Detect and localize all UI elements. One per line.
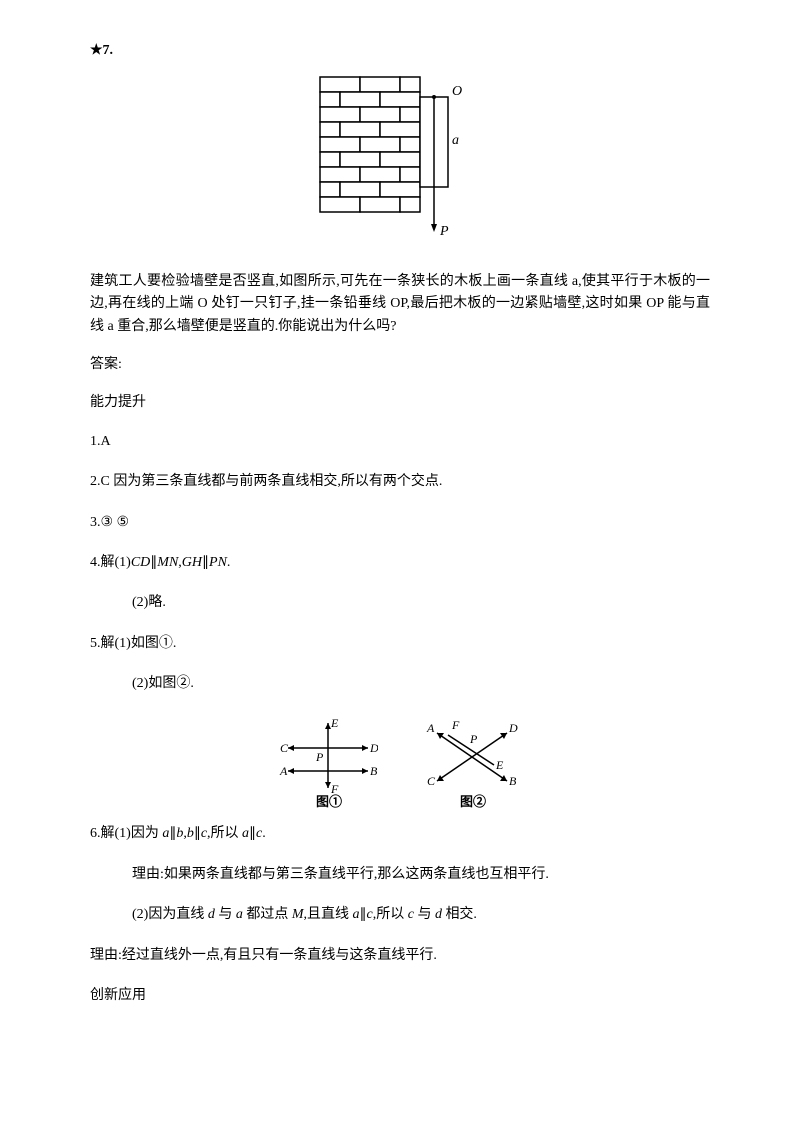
figure-2: A B C D F E P 图② <box>422 713 522 808</box>
figure-1: C D A B E F P 图① <box>278 713 378 808</box>
answer-4-main: 4.解(1)CD∥MN,GH∥PN. <box>90 552 710 574</box>
problem-text: 建筑工人要检验墙壁是否竖直,如图所示,可先在一条狭长的木板上画一条直线 a,使其… <box>90 271 710 338</box>
svg-text:F: F <box>451 718 460 732</box>
answer-6-text: 6.解(1)因为 a∥b,b∥c,所以 a∥c. <box>90 826 266 841</box>
answers-header: 答案: <box>90 354 710 376</box>
answer-2: 2.C 因为第三条直线都与前两条直线相交,所以有两个交点. <box>90 471 710 493</box>
svg-text:E: E <box>330 716 339 730</box>
svg-text:A: A <box>426 721 435 735</box>
svg-text:B: B <box>370 764 378 778</box>
section-title: 能力提升 <box>90 392 710 414</box>
problem-text-content: 建筑工人要检验墙壁是否竖直,如图所示,可先在一条狭长的木板上画一条直线 a,使其… <box>90 274 710 334</box>
svg-text:C: C <box>427 774 436 788</box>
svg-text:O: O <box>452 84 462 99</box>
svg-text:a: a <box>452 133 459 148</box>
answer-6-part2: (2)因为直线 d 与 a 都过点 M,且直线 a∥c,所以 c 与 d 相交. <box>90 904 710 926</box>
svg-text:D: D <box>369 741 378 755</box>
answer-4-sub: (2)略. <box>90 592 710 614</box>
figure-row: C D A B E F P 图① A B C D F E P 图② <box>90 713 710 808</box>
answer-5-main: 5.解(1)如图①. <box>90 633 710 655</box>
answer-4-text: 4.解(1)CD∥MN,GH∥PN. <box>90 555 230 570</box>
svg-text:D: D <box>508 721 518 735</box>
svg-text:P: P <box>315 750 324 764</box>
answer-6-reason2: 理由:经过直线外一点,有且只有一条直线与这条直线平行. <box>90 945 710 967</box>
answer-3: 3.③ ⑤ <box>90 512 710 534</box>
answer-6-main: 6.解(1)因为 a∥b,b∥c,所以 a∥c. <box>90 823 710 845</box>
wall-diagram: O a P <box>90 72 710 250</box>
svg-text:A: A <box>279 764 288 778</box>
problem-header: ★7. <box>90 40 710 62</box>
svg-text:B: B <box>509 774 517 788</box>
svg-text:P: P <box>439 224 449 239</box>
answer-6-reason1: 理由:如果两条直线都与第三条直线平行,那么这两条直线也互相平行. <box>90 864 710 886</box>
answer-1: 1.A <box>90 431 710 453</box>
svg-text:图①: 图① <box>316 794 342 808</box>
answer-5-sub: (2)如图②. <box>90 673 710 695</box>
svg-text:图②: 图② <box>460 794 486 808</box>
svg-text:P: P <box>469 732 478 746</box>
innovation-title: 创新应用 <box>90 985 710 1007</box>
svg-text:C: C <box>280 741 289 755</box>
svg-text:E: E <box>495 758 504 772</box>
answer-6-part2-text: (2)因为直线 d 与 a 都过点 M,且直线 a∥c,所以 c 与 d 相交. <box>132 907 477 922</box>
